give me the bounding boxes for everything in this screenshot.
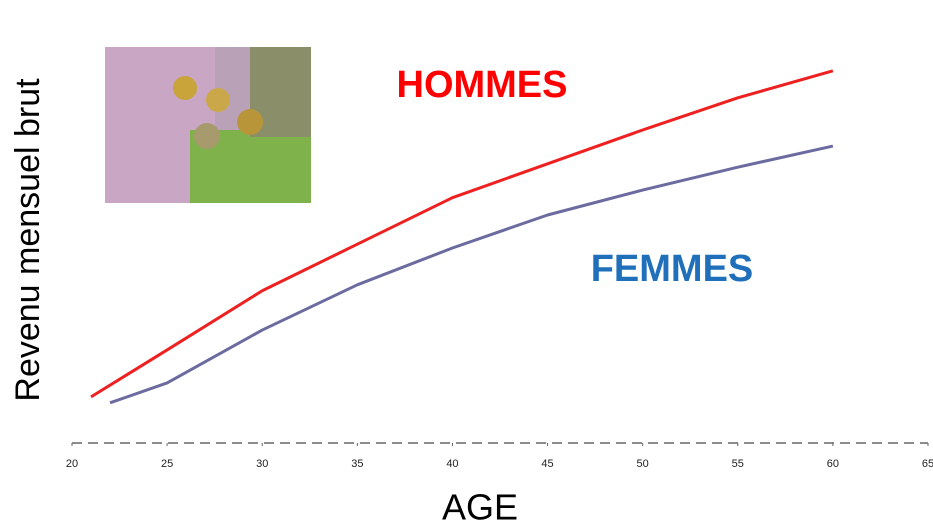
x-tick-label: 55 [732,458,744,470]
x-tick-label: 50 [637,458,649,470]
money-photo [105,47,311,203]
x-tick-label: 40 [446,458,458,470]
series-label: FEMMES [591,248,754,290]
x-tick-label: 20 [66,458,78,470]
x-tick-label: 45 [541,458,553,470]
x-tick-label: 35 [351,458,363,470]
x-tick-label: 25 [161,458,173,470]
y-axis-label: Revenu mensuel brut [9,78,47,402]
series-label: HOMMES [397,64,568,106]
chart: Revenu mensuel brut AGE HOMMES FEMMES 20… [0,0,933,527]
x-tick-label: 30 [256,458,268,470]
x-tick-label: 65 [922,458,933,470]
x-tick-label: 60 [827,458,839,470]
x-axis-label: AGE [442,487,518,527]
